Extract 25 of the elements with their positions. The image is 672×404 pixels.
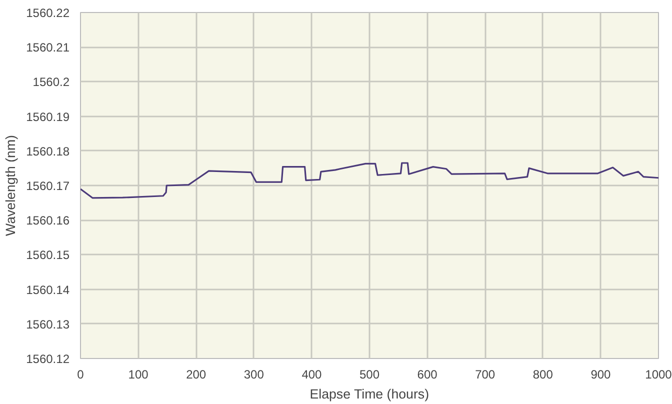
y-axis-title: Wavelength (nm) (3, 135, 18, 236)
y-tick-label: 1560.22 (26, 6, 70, 20)
y-tick-label: 1560.12 (26, 352, 70, 366)
y-tick-label: 1560.2 (32, 75, 70, 90)
x-tick-label: 200 (186, 368, 206, 382)
x-tick-label: 600 (417, 368, 438, 382)
x-tick-label: 300 (244, 368, 264, 382)
y-tick-label: 1560.15 (26, 248, 70, 262)
y-tick-label: 1560.17 (26, 179, 70, 193)
y-tick-label: 1560.13 (26, 317, 70, 332)
x-tick-label: 500 (359, 368, 380, 382)
x-axis-title: Elapse Time (hours) (310, 386, 430, 402)
x-tick-label: 700 (475, 368, 496, 382)
y-tick-label: 1560.14 (26, 282, 70, 297)
x-tick-label: 400 (302, 368, 322, 382)
x-tick-label: 1000 (645, 368, 672, 382)
y-tick-label: 1560.18 (26, 144, 70, 158)
x-tick-label: 100 (128, 368, 149, 382)
x-tick-label: 0 (77, 368, 84, 382)
line-series (80, 162, 658, 199)
x-tick-label: 900 (590, 368, 612, 382)
y-tick-label: 1560.16 (26, 214, 70, 228)
y-tick-label: 1560.19 (26, 110, 70, 124)
x-tick-label: 800 (532, 368, 554, 382)
y-tick-label: 1560.21 (26, 40, 70, 55)
